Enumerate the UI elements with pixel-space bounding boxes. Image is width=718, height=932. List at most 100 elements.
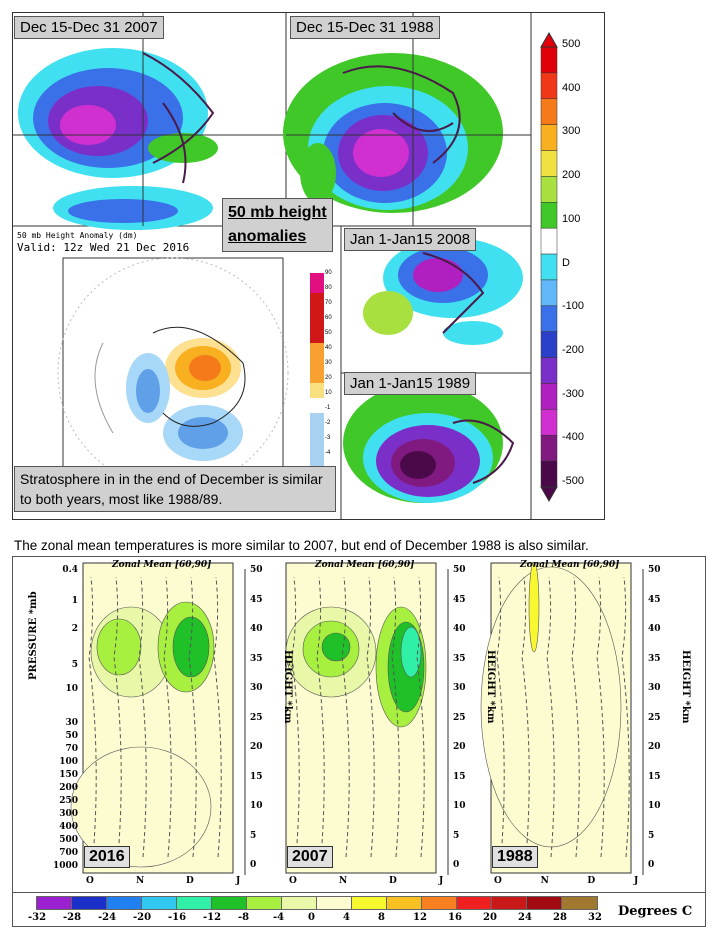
height-tick: 45 <box>453 594 466 605</box>
colorbar-swatch <box>540 253 558 281</box>
colorbar-label: 300 <box>562 125 581 138</box>
colorbar-label: -300 <box>562 387 585 400</box>
pressure-tick: 500 <box>59 835 78 845</box>
colorbar-swatch <box>540 279 558 307</box>
temperature-contour <box>528 561 540 653</box>
temperature-contour <box>70 746 212 868</box>
height-tick: 25 <box>250 712 263 723</box>
colorbar-swatch <box>386 896 423 910</box>
height-tick: 50 <box>648 565 661 575</box>
height-tick: 15 <box>453 771 466 782</box>
pressure-tick: 700 <box>59 848 78 858</box>
colorbar-label: -200 <box>562 343 585 356</box>
pressure-tick: 5 <box>71 660 78 670</box>
pressure-tick: 0.4 <box>62 565 78 575</box>
height-tick: 25 <box>453 712 466 723</box>
colorbar-swatch <box>106 896 143 910</box>
height-tick: 40 <box>250 624 263 634</box>
year-label: 1988 <box>492 846 538 868</box>
inset-scale-label: -4 <box>325 450 331 456</box>
pressure-tick: 70 <box>65 744 78 754</box>
temperature-contour <box>321 632 351 662</box>
pressure-tick: 200 <box>59 783 78 793</box>
height-tick: 35 <box>648 653 661 664</box>
pressure-tick: 100 <box>59 757 78 767</box>
colorbar-label: -12 <box>203 912 222 923</box>
title-line-2: anomalies <box>228 228 307 245</box>
month-tick: N <box>540 876 549 886</box>
height-tick: 0 <box>453 860 460 870</box>
year-label: 2016 <box>84 846 130 868</box>
colorbar-swatch <box>540 124 558 151</box>
year-label: 2007 <box>287 846 333 868</box>
colorbar-swatch <box>540 150 558 177</box>
inset-scale-label: 30 <box>325 360 332 366</box>
colorbar-label: 24 <box>518 912 532 923</box>
colorbar-label: D <box>562 256 570 269</box>
inset-scale-label: 60 <box>325 315 332 321</box>
height-tick: 20 <box>648 742 661 752</box>
plot-title: Zonal Mean [60,90] <box>315 560 415 570</box>
colorbar-swatch <box>351 896 388 910</box>
height-tick: 20 <box>250 742 263 752</box>
month-tick: O <box>289 876 297 886</box>
colorbar-label: -24 <box>98 912 117 923</box>
height-tick: 50 <box>453 565 466 575</box>
colorbar-swatch <box>36 896 73 910</box>
pressure-tick: 1 <box>71 596 78 606</box>
contour-line <box>366 576 375 858</box>
contour-line <box>496 576 505 858</box>
colorbar-label: 12 <box>413 912 427 923</box>
colorbar-label: 100 <box>562 212 581 225</box>
height-axis-label: HEIGHT *km <box>485 650 496 724</box>
height-axis-label: HEIGHT *km <box>282 650 293 724</box>
month-tick: D <box>587 876 596 886</box>
contour-line <box>571 576 580 858</box>
height-tick: 10 <box>648 801 661 811</box>
stratosphere-note: Stratosphere in in the end of December i… <box>14 466 336 512</box>
zonal-plot-2007 <box>285 562 449 875</box>
colorbar-swatch <box>316 896 353 910</box>
pressure-tick: 1000 <box>52 861 78 871</box>
month-tick: D <box>389 876 397 886</box>
contour-line <box>521 576 530 858</box>
colorbar-label: 500 <box>562 38 581 50</box>
inset-scale-label: 20 <box>325 375 332 381</box>
map-jan-1989 <box>343 383 515 503</box>
colorbar-swatch <box>540 383 558 410</box>
inset-scale-label: -2 <box>325 420 331 426</box>
month-tick: J <box>439 876 444 886</box>
colorbar-swatch <box>71 896 108 910</box>
colorbar-label: -16 <box>168 912 187 923</box>
map-jan-2008 <box>363 238 523 345</box>
inset-scale-label: -1 <box>325 405 331 411</box>
contour-line <box>188 576 197 858</box>
colorbar-swatch <box>540 46 558 74</box>
height-tick: 30 <box>250 683 263 693</box>
month-tick: N <box>339 876 348 886</box>
height-tick: 50 <box>250 565 263 575</box>
title-line-1: 50 mb height <box>228 204 327 221</box>
plot-title: Zonal Mean [60,90] <box>112 560 212 570</box>
colorbar-label: -400 <box>562 431 585 444</box>
colorbar-swatch <box>540 434 558 462</box>
colorbar-arrow-bottom <box>540 486 558 503</box>
height-tick: 20 <box>453 742 466 752</box>
month-tick: D <box>186 876 194 886</box>
colorbar-label: 20 <box>483 912 497 923</box>
colorbar-swatch <box>540 331 558 358</box>
inset-scale-label: 80 <box>325 285 332 291</box>
colorbar-label: 28 <box>553 912 567 923</box>
height-tick: 15 <box>250 771 263 782</box>
height-tick: 45 <box>250 594 263 605</box>
zonal-mean-panel <box>12 556 706 893</box>
inset-valid-time: Valid: 12z Wed 21 Dec 2016 <box>17 241 190 254</box>
caption: The zonal mean temperatures is more simi… <box>14 538 589 553</box>
month-tick: N <box>136 876 145 886</box>
height-tick: 30 <box>453 683 466 693</box>
colorbar-swatch <box>540 357 558 384</box>
height-tick: 30 <box>648 683 661 693</box>
contour-line <box>596 576 605 858</box>
zonal-plot-1988 <box>480 561 644 875</box>
month-tick: J <box>634 876 639 886</box>
